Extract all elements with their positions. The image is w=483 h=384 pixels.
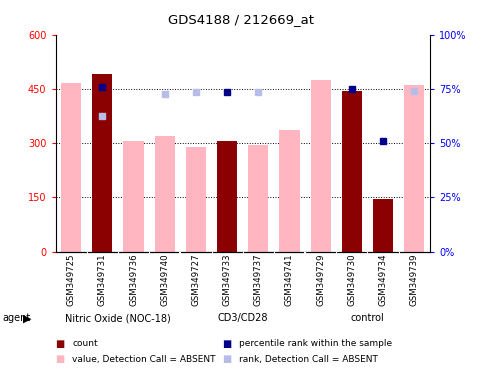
Text: CD3/CD28: CD3/CD28: [217, 313, 268, 323]
Bar: [404, 85, 425, 252]
Bar: [217, 141, 237, 252]
Text: percentile rank within the sample: percentile rank within the sample: [239, 339, 392, 348]
Text: GSM349734: GSM349734: [379, 253, 387, 306]
Text: ■: ■: [56, 339, 65, 349]
Text: control: control: [351, 313, 384, 323]
Bar: [342, 91, 362, 252]
Text: Nitric Oxide (NOC-18): Nitric Oxide (NOC-18): [65, 313, 171, 323]
Bar: [342, 91, 362, 252]
Text: GSM349727: GSM349727: [191, 253, 200, 306]
Text: value, Detection Call = ABSENT: value, Detection Call = ABSENT: [72, 354, 216, 364]
Text: ▶: ▶: [23, 313, 32, 323]
Bar: [92, 74, 113, 252]
Text: count: count: [72, 339, 98, 348]
Bar: [155, 136, 175, 252]
Bar: [92, 74, 113, 252]
Bar: [311, 80, 331, 252]
Text: GDS4188 / 212669_at: GDS4188 / 212669_at: [169, 13, 314, 26]
Text: GSM349730: GSM349730: [347, 253, 356, 306]
Text: GSM349725: GSM349725: [67, 253, 76, 306]
Text: GSM349737: GSM349737: [254, 253, 263, 306]
Text: agent: agent: [2, 313, 30, 323]
Text: rank, Detection Call = ABSENT: rank, Detection Call = ABSENT: [239, 354, 378, 364]
Text: GSM349739: GSM349739: [410, 253, 419, 306]
Bar: [217, 145, 237, 252]
Text: GSM349731: GSM349731: [98, 253, 107, 306]
Text: GSM349729: GSM349729: [316, 253, 325, 306]
Text: GSM349733: GSM349733: [223, 253, 232, 306]
Bar: [373, 199, 393, 252]
Text: ■: ■: [56, 354, 65, 364]
Text: ■: ■: [222, 354, 231, 364]
Bar: [123, 141, 143, 252]
Text: GSM349740: GSM349740: [160, 253, 169, 306]
Text: ■: ■: [222, 339, 231, 349]
Bar: [186, 147, 206, 252]
Bar: [248, 145, 269, 252]
Bar: [279, 131, 299, 252]
Text: GSM349736: GSM349736: [129, 253, 138, 306]
Text: GSM349741: GSM349741: [285, 253, 294, 306]
Bar: [373, 199, 393, 252]
Bar: [61, 83, 81, 252]
